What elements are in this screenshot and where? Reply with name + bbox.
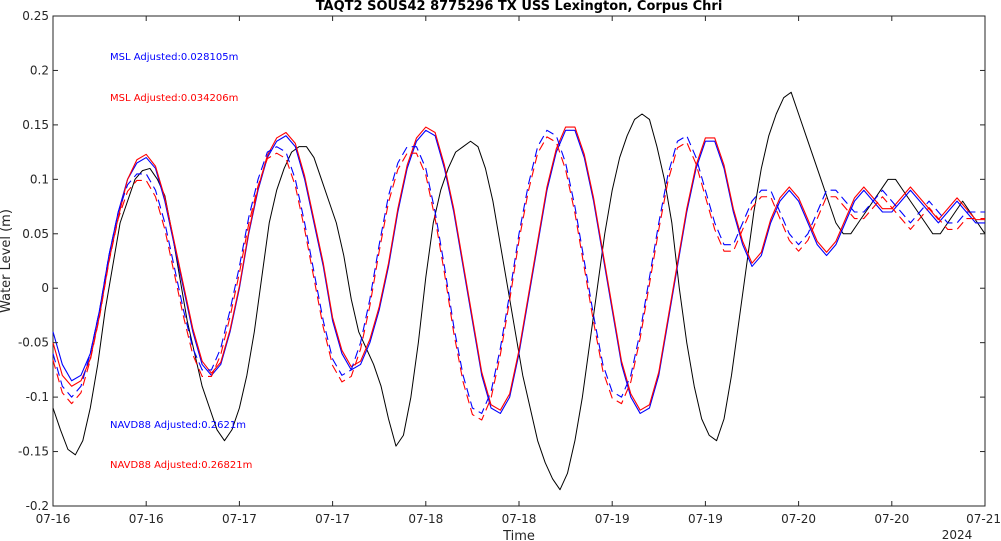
datum-annotation: MSL Adjusted:0.028105m (110, 52, 238, 63)
y-tick-label: 0 (41, 281, 49, 295)
x-tick-label: 07-17 (315, 512, 350, 526)
tick-layer: -0.2 -0.15 -0.1 -0.05 0 0.05 0.1 0.15 0.2 0.25 07-… (18, 9, 1001, 526)
x-tick-label: 07-19 (595, 512, 630, 526)
x-tick-label: 07-16 (36, 512, 71, 526)
y-tick-label: -0.05 (18, 336, 49, 350)
y-tick-label: -0.2 (26, 499, 49, 513)
y-tick-label: -0.15 (18, 445, 49, 459)
y-axis-label: Water Level (m) (0, 209, 14, 313)
y-tick-label: 0.15 (22, 118, 49, 132)
x-tick-label: 07-21 (966, 512, 1001, 526)
y-tick-label: 0.25 (22, 9, 49, 23)
x-tick-label: 07-17 (222, 512, 257, 526)
y-tick-label: -0.1 (26, 390, 49, 404)
x-tick-label: 07-19 (688, 512, 723, 526)
y-tick-label: 0.2 (30, 63, 49, 77)
x-tick-label: 07-16 (129, 512, 164, 526)
series-line-4 (52, 136, 985, 421)
x-axis-label: Time (502, 529, 535, 541)
series-line-2 (52, 126, 985, 411)
datum-annotation: NAVD88 Adjusted:0.2621m (110, 420, 246, 431)
x-tick-label: 07-18 (408, 512, 443, 526)
x-tick-label: 07-20 (781, 512, 816, 526)
y-tick-label: 0.1 (30, 172, 49, 186)
series-layer (52, 91, 986, 491)
y-tick-label: 0.05 (22, 227, 49, 241)
datum-annotation: NAVD88 Adjusted:0.26821m (110, 460, 252, 471)
annotation-layer: MSL Adjusted:0.028105m MSL Adjusted:0.034… (110, 52, 252, 471)
series-line-1 (52, 129, 985, 414)
datum-annotation: MSL Adjusted:0.034206m (110, 93, 238, 104)
x-year-label: 2024 (942, 528, 973, 541)
plot-area (52, 15, 986, 507)
x-tick-label: 07-18 (502, 512, 537, 526)
series-line-3 (52, 129, 985, 414)
chart-title: TAQT2 SOUS42 8775296 TX USS Lexington, C… (316, 0, 723, 14)
x-tick-label: 07-20 (874, 512, 909, 526)
